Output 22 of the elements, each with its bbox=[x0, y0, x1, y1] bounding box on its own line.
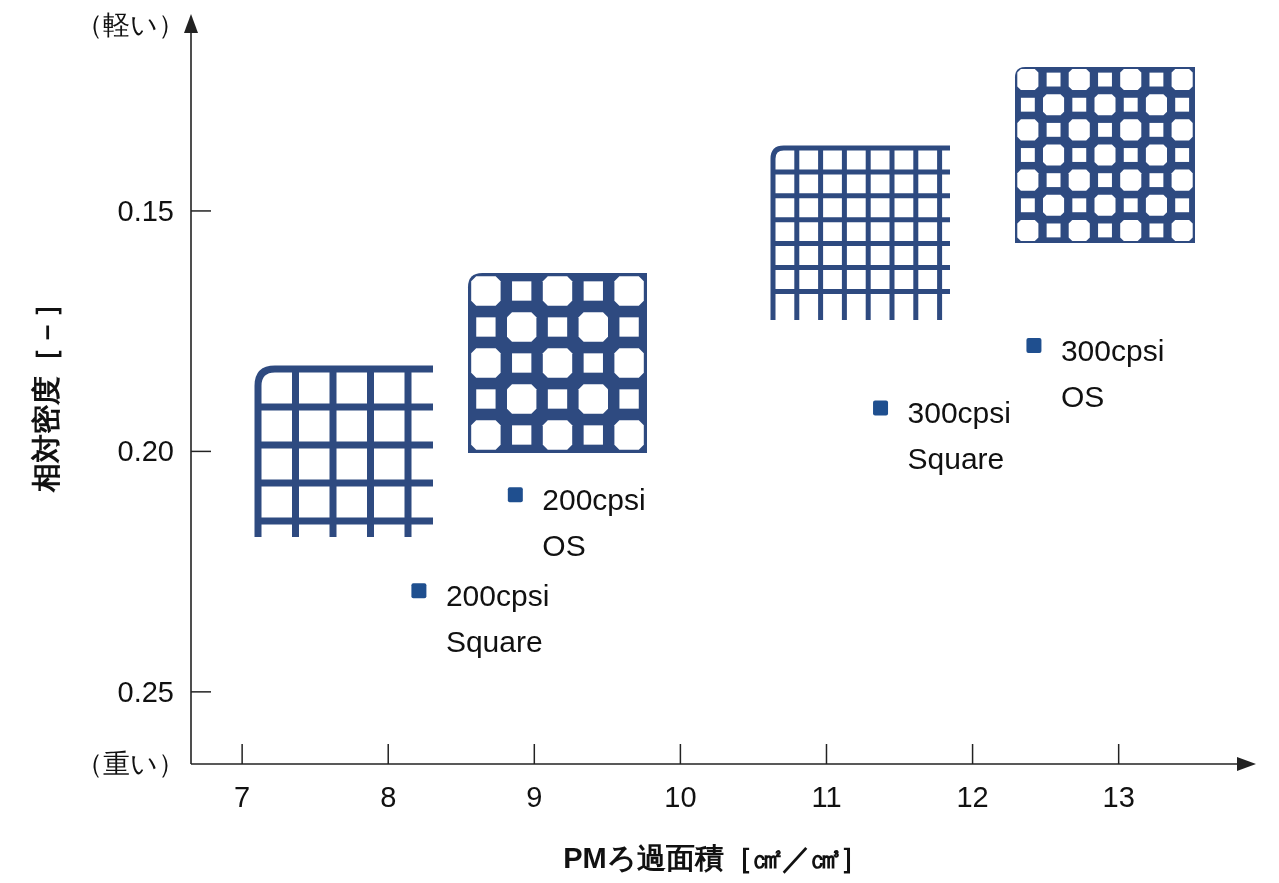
x-tick-label: 9 bbox=[526, 781, 543, 813]
series-label: 200cpsi OS bbox=[542, 482, 646, 562]
series-label: 300cpsi OS bbox=[1060, 333, 1165, 413]
point bbox=[1026, 338, 1042, 354]
x-tick-label: 11 bbox=[811, 781, 842, 813]
y-tick-label: 0.15 bbox=[117, 194, 174, 227]
point bbox=[507, 487, 523, 503]
point bbox=[873, 400, 889, 416]
point bbox=[411, 583, 427, 599]
x-tick-label: 8 bbox=[380, 781, 397, 813]
y-tick-label: 0.20 bbox=[117, 435, 174, 468]
text: （重い） bbox=[76, 749, 185, 779]
series-label: 300cpsi Square bbox=[907, 395, 1011, 475]
x-axis-title: PMろ過面積［㎠／㎤］ bbox=[563, 842, 869, 874]
x-tick-label: 10 bbox=[664, 781, 697, 813]
x-tick-label: 13 bbox=[1102, 781, 1135, 813]
x-tick-label: 7 bbox=[234, 781, 251, 813]
y-axis-title: 相対密度［－］ bbox=[30, 288, 62, 493]
y-tick-label: 0.25 bbox=[117, 675, 174, 708]
series-label: 200cpsi Square bbox=[445, 578, 550, 658]
text: （軽い） bbox=[76, 10, 185, 40]
x-tick-label: 12 bbox=[956, 781, 989, 813]
